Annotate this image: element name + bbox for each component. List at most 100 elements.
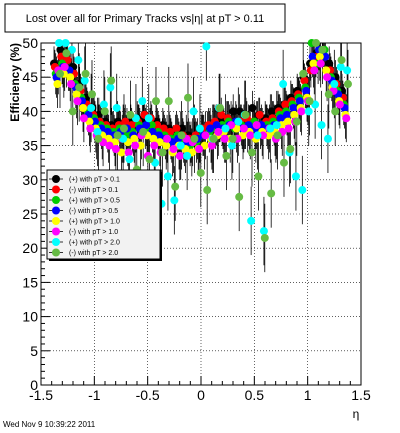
data-point (196, 168, 205, 177)
data-point (267, 189, 276, 198)
data-point (172, 124, 181, 133)
data-point (162, 141, 171, 150)
legend-label-1: (-) with pT > 0.1 (69, 187, 118, 194)
data-point (55, 39, 64, 47)
data-point (284, 124, 293, 133)
data-point (330, 80, 339, 89)
data-point (105, 141, 114, 150)
data-point (323, 73, 332, 82)
legend-marker-0 (52, 175, 60, 183)
data-point (81, 69, 90, 78)
data-point (283, 117, 292, 126)
y-tick-label-2: 10 (22, 309, 38, 325)
data-point (228, 134, 237, 143)
data-point (318, 45, 327, 54)
data-point (315, 52, 324, 61)
data-point (336, 62, 345, 71)
data-point (93, 127, 102, 136)
y-tick-label-7: 35 (22, 138, 38, 154)
data-markers (50, 39, 352, 242)
data-point (279, 80, 288, 89)
data-point (317, 121, 326, 130)
data-point (201, 131, 210, 140)
data-point (150, 141, 159, 150)
data-point (337, 56, 346, 65)
data-point (295, 97, 304, 106)
data-point (286, 145, 295, 154)
legend-marker-1 (52, 185, 60, 194)
y-tick-label-4: 20 (22, 240, 38, 256)
data-point (247, 148, 256, 157)
data-point (56, 45, 65, 54)
data-point (309, 59, 318, 68)
data-point (246, 131, 255, 140)
legend-marker-4 (52, 217, 60, 225)
legend-label-2: (+) with pT > 0.5 (69, 198, 120, 205)
data-point (175, 151, 184, 160)
x-axis-ticks (40, 376, 362, 385)
data-point (139, 127, 148, 136)
data-point (171, 182, 180, 191)
y-tick-label-8: 40 (22, 103, 38, 119)
data-point (234, 117, 243, 126)
y-axis-tick-labels: 0 5 10 15 20 25 30 35 40 45 50 (22, 35, 38, 393)
data-point (221, 124, 230, 133)
data-point (235, 192, 244, 201)
data-point (106, 83, 115, 92)
data-point (124, 148, 133, 157)
data-point (55, 69, 64, 78)
data-point (247, 216, 256, 225)
data-point (207, 141, 216, 150)
legend: (+) with pT > 0.1 (-) with pT > 0.1 (+) wi… (46, 169, 162, 261)
data-point (214, 127, 223, 136)
legend-marker-6 (52, 238, 60, 246)
legend-marker-5 (52, 227, 60, 236)
data-point (292, 117, 301, 126)
data-point (291, 172, 300, 181)
data-point (267, 107, 276, 116)
data-point (195, 124, 204, 133)
data-point (60, 62, 69, 71)
data-point (66, 73, 75, 82)
data-point (189, 107, 198, 116)
data-point (111, 145, 120, 154)
data-point (144, 114, 153, 123)
data-point (324, 90, 333, 99)
data-point (153, 121, 162, 130)
data-point (279, 158, 288, 167)
data-point (183, 151, 192, 160)
data-point (203, 186, 212, 195)
data-point (130, 134, 139, 143)
data-point (112, 103, 121, 112)
data-point (252, 121, 261, 130)
data-point (266, 124, 275, 133)
data-point (53, 80, 62, 89)
y-tick-label-10: 50 (22, 35, 38, 51)
legend-label-7: (-) with pT > 2.0 (69, 250, 118, 257)
data-point (325, 59, 334, 68)
x-tick-label-2: -0.5 (136, 387, 160, 403)
data-point (254, 172, 263, 181)
data-point (311, 39, 320, 47)
data-point (304, 107, 313, 116)
data-point (215, 103, 224, 112)
legend-shadow-bottom (49, 259, 162, 261)
data-point (308, 52, 317, 61)
data-point (79, 114, 88, 123)
data-point (131, 141, 140, 150)
data-point (136, 141, 145, 150)
legend-marker-2 (52, 196, 60, 204)
data-point (273, 131, 282, 140)
data-point (323, 134, 332, 143)
data-point (310, 66, 319, 75)
data-point (178, 124, 187, 133)
x-tick-label-5: 1 (304, 387, 312, 403)
data-point (94, 134, 103, 143)
data-point (74, 56, 83, 65)
y-tick-label-3: 15 (22, 274, 38, 290)
data-point (299, 69, 308, 78)
data-point (90, 117, 99, 126)
y-axis-label: Efficiency (%) (8, 43, 22, 122)
data-point (79, 103, 88, 112)
data-point (298, 186, 307, 195)
